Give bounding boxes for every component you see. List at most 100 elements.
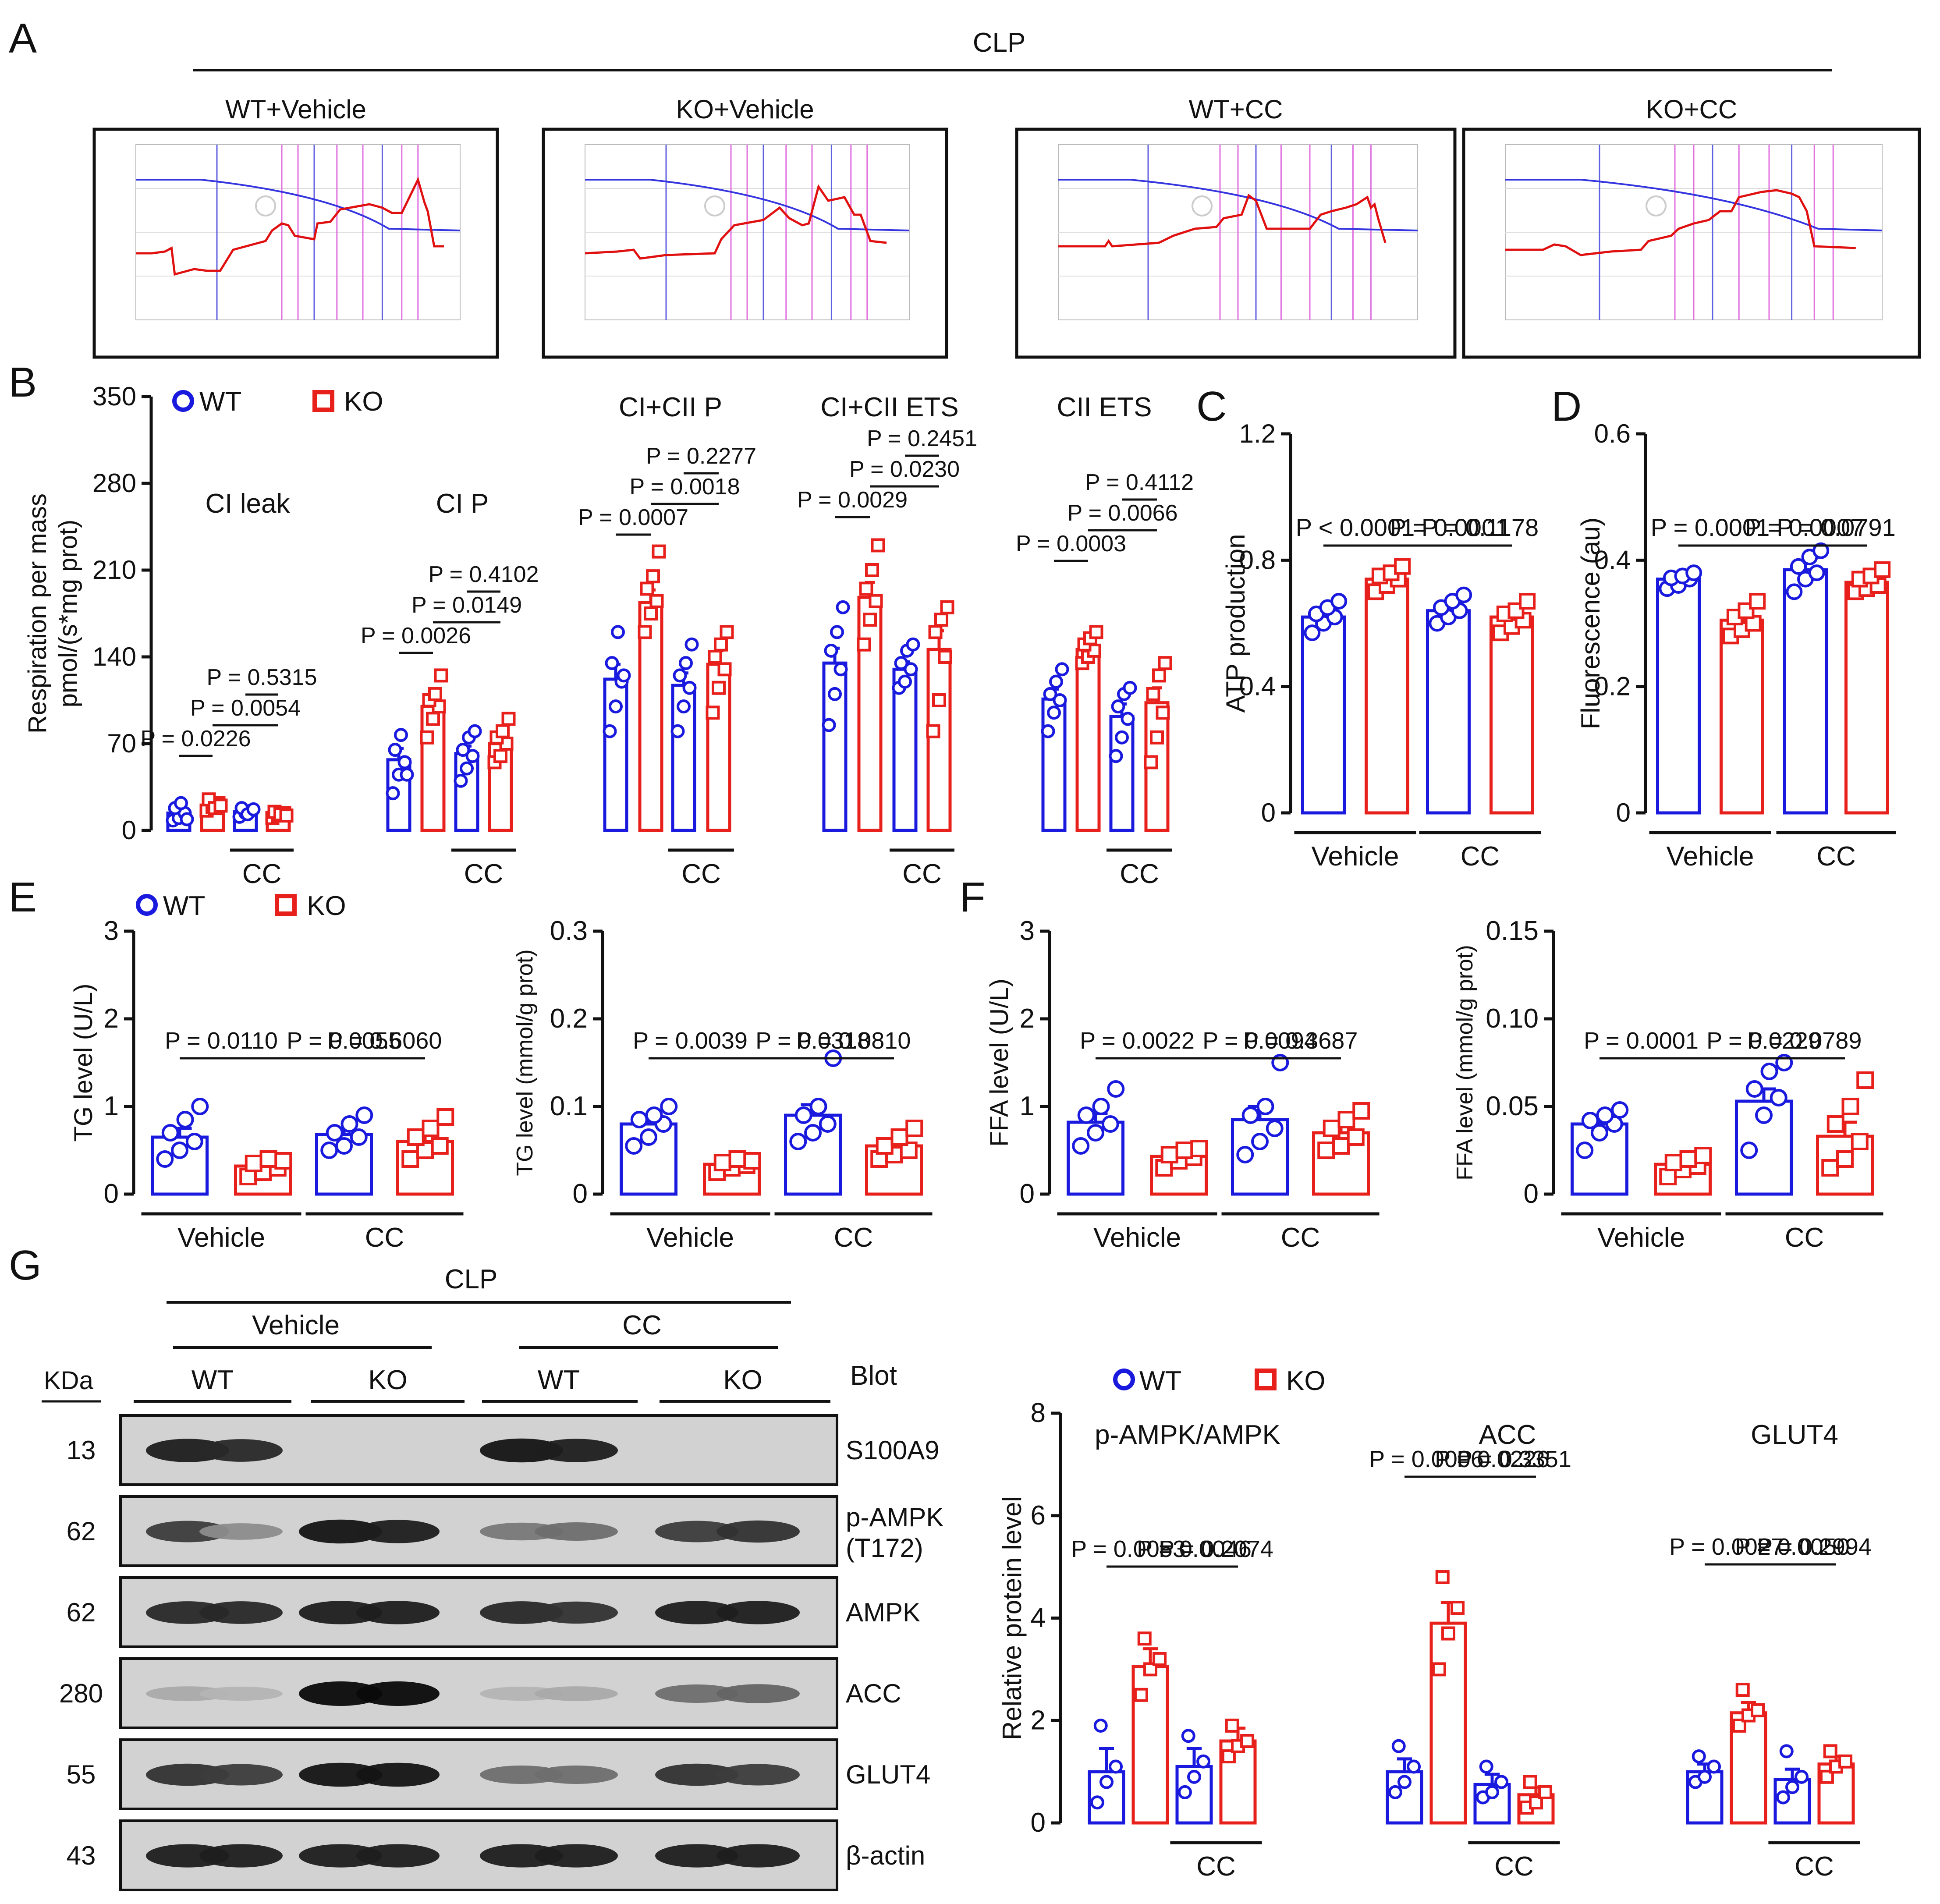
- data-point-wt: [1092, 1098, 1110, 1115]
- p-value-label: P = 0.4102: [428, 562, 539, 587]
- data-point-wt: [605, 656, 619, 670]
- blot-band: [716, 1684, 800, 1703]
- data-point-ko: [1137, 1631, 1152, 1646]
- trace-panel-frame: [92, 128, 499, 359]
- data-point-ko: [1432, 1662, 1446, 1677]
- data-point-ko: [1190, 1140, 1208, 1157]
- data-point-ko: [1150, 730, 1164, 745]
- legend-ko-label: KO: [307, 891, 346, 921]
- data-point-ko: [436, 1108, 454, 1126]
- y-tick-label: 0.6: [1594, 419, 1631, 448]
- p-value-label: P = 0.0007: [578, 505, 688, 530]
- legend-ko-label: KO: [1286, 1366, 1326, 1396]
- data-point-wt: [1111, 699, 1125, 714]
- data-point-wt: [894, 656, 908, 670]
- data-point-ko: [1679, 1150, 1697, 1168]
- panel-letter-c: C: [1196, 383, 1227, 430]
- data-point-wt: [460, 761, 474, 776]
- data-point-wt: [1785, 1780, 1799, 1794]
- legend-wt-label: WT: [163, 891, 205, 921]
- data-point-wt: [1121, 712, 1135, 726]
- data-point-ko: [712, 681, 726, 695]
- bar-wt: [1426, 609, 1471, 815]
- p-value-label: P = 0.0026: [361, 623, 471, 649]
- data-point-ko: [714, 637, 728, 652]
- blot-band: [716, 1520, 800, 1543]
- data-point-ko: [1694, 1147, 1712, 1164]
- data-point-wt: [1109, 1759, 1123, 1774]
- bar-wt: [1783, 568, 1828, 815]
- y-tick-label: 1: [1020, 1091, 1035, 1121]
- blot-kda-value: 62: [67, 1598, 96, 1627]
- data-point-wt: [1698, 1769, 1712, 1784]
- blot-band: [535, 1766, 618, 1784]
- data-point-ko: [1821, 1159, 1839, 1177]
- p-value-label: P = 0.0006: [1369, 1446, 1484, 1472]
- bar-ko: [638, 601, 663, 832]
- cc-label: CC: [1494, 1851, 1534, 1882]
- panel-letter-g: G: [9, 1242, 42, 1289]
- data-point-wt: [171, 1142, 188, 1159]
- data-point-wt: [1099, 1775, 1114, 1789]
- p-value-label: P = 0.0226: [1435, 1446, 1550, 1472]
- data-point-ko: [640, 581, 654, 596]
- blot-band: [356, 1520, 440, 1543]
- data-point-ko: [1751, 1703, 1765, 1717]
- cc-label: CC: [1281, 1223, 1320, 1253]
- y-tick-label: 3: [1020, 916, 1035, 946]
- p-value-label: P = 0.2074: [1159, 1536, 1273, 1562]
- data-point-wt: [1304, 624, 1321, 642]
- y-tick-label: 140: [92, 642, 136, 671]
- blot-protein-label-sub: (T172): [846, 1533, 923, 1563]
- group-title: ACC: [1479, 1420, 1536, 1450]
- y-tick-label: 0.15: [1486, 916, 1539, 946]
- chart-G: 0 2 4 6 8 Relative protein level p-AMPK/AMPK CC…: [997, 1398, 1872, 1882]
- data-point-ko: [1225, 1718, 1239, 1733]
- y-tick-label: 0.05: [1486, 1091, 1539, 1121]
- data-point-wt: [824, 643, 838, 658]
- blot-row-4: 280 ACC: [59, 1657, 901, 1729]
- data-point-ko: [1856, 1071, 1874, 1089]
- blot-band: [535, 1439, 618, 1462]
- p-value-label: P = 0.0318: [755, 1028, 870, 1054]
- y-tick-label: 8: [1031, 1398, 1046, 1428]
- data-point-ko: [401, 1150, 419, 1168]
- data-point-wt: [1485, 1785, 1499, 1799]
- bar-ko: [926, 648, 952, 832]
- data-point-wt: [1177, 1785, 1192, 1799]
- data-point-ko: [890, 1128, 908, 1146]
- blot-row-5: 55 GLUT4: [67, 1738, 930, 1810]
- y-tick-label: 1: [104, 1091, 119, 1121]
- blot-kda-value: 43: [67, 1841, 96, 1870]
- grey-circle-icon: [255, 195, 276, 216]
- data-point-wt: [1611, 1101, 1629, 1119]
- grey-circle-icon: [1192, 195, 1213, 216]
- data-point-wt: [246, 802, 261, 816]
- data-point-wt: [828, 687, 842, 701]
- bar-wt: [1656, 578, 1701, 815]
- data-point-wt: [630, 1111, 648, 1128]
- panel-a-traces: WT+Vehicle KO+Vehicle WT+CC KO+CC: [92, 95, 1921, 359]
- legend-wt-label: WT: [1139, 1366, 1181, 1396]
- y-tick-label: 0.4: [1594, 545, 1631, 574]
- data-point-ko: [649, 594, 664, 608]
- data-point-ko: [1160, 1146, 1178, 1163]
- data-point-wt: [400, 767, 414, 782]
- data-point-wt: [836, 600, 850, 614]
- y-tick-label: 3: [104, 916, 119, 946]
- trace-panel-title: KO+Vehicle: [676, 95, 814, 124]
- data-point-ko: [728, 1150, 746, 1168]
- data-point-wt: [794, 1106, 812, 1124]
- blot-protein-label: AMPK: [846, 1598, 920, 1627]
- blot-wt-label-1: WT: [192, 1365, 234, 1395]
- data-point-wt: [1107, 1080, 1125, 1098]
- p-value-label: P = 0.0029: [797, 487, 908, 513]
- bar-ko: [1844, 581, 1889, 815]
- trace-panel-frame: [1015, 128, 1457, 359]
- grey-circle-icon: [704, 195, 725, 216]
- y-tick-label: 6: [1031, 1500, 1046, 1531]
- y-tick-label: 0: [1261, 798, 1276, 827]
- data-point-ko: [1838, 1754, 1853, 1769]
- data-point-wt: [789, 1133, 807, 1150]
- data-point-ko: [1156, 706, 1170, 720]
